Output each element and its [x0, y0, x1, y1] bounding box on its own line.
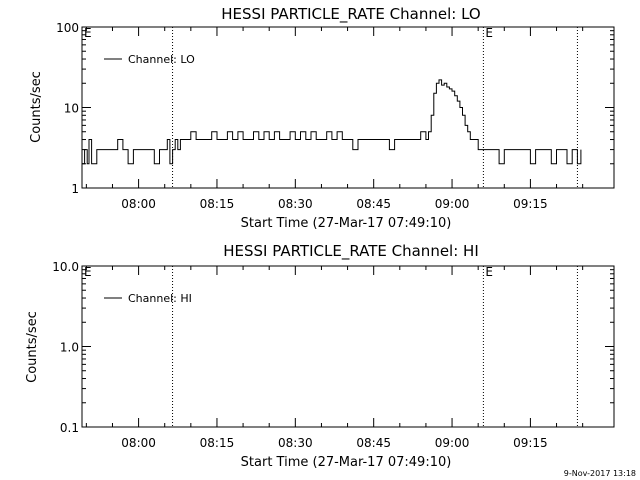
axis-marker-label: E [84, 26, 92, 40]
x-axis-label: Start Time (27-Mar-17 07:49:10) [241, 216, 452, 231]
x-tick-label: 09:15 [513, 436, 548, 450]
y-axis-label: Counts/sec [29, 71, 44, 143]
x-tick-label: 08:30 [278, 197, 313, 211]
y-tick-label: 1 [71, 182, 79, 196]
legend-label: Channel: LO [128, 53, 195, 66]
x-tick-label: 08:00 [121, 197, 156, 211]
x-axis-label: Start Time (27-Mar-17 07:49:10) [241, 455, 452, 470]
x-tick-label: 09:15 [513, 197, 548, 211]
x-tick-label: 08:15 [200, 197, 235, 211]
x-tick-label: 08:00 [121, 436, 156, 450]
y-tick-label: 10.0 [52, 260, 79, 274]
event-line-label: E [485, 265, 493, 279]
chart-title: HESSI PARTICLE_RATE Channel: LO [221, 5, 480, 24]
panel-lo: HESSI PARTICLE_RATE Channel: LO Start Ti… [29, 5, 615, 231]
y-axis-label: Counts/sec [25, 311, 40, 383]
timestamp: 9-Nov-2017 13:18 [564, 469, 636, 478]
x-tick-label: 09:00 [435, 197, 470, 211]
x-tick-label: 08:45 [356, 197, 391, 211]
series-line [82, 79, 582, 165]
y-tick-label: 100 [56, 21, 79, 35]
y-tick-label: 10 [64, 102, 79, 116]
x-tick-label: 09:00 [435, 436, 470, 450]
axis-marker-label: E [84, 265, 92, 279]
panel-hi: HESSI PARTICLE_RATE Channel: HI Start Ti… [25, 242, 615, 470]
event-line-label: E [485, 26, 493, 40]
x-tick-label: 08:45 [356, 436, 391, 450]
legend-label: Channel: HI [128, 292, 192, 305]
x-tick-label: 08:30 [278, 436, 313, 450]
chart-title: HESSI PARTICLE_RATE Channel: HI [223, 242, 479, 261]
y-tick-label: 0.1 [60, 421, 79, 435]
y-tick-label: 1.0 [60, 341, 79, 355]
x-tick-label: 08:15 [200, 436, 235, 450]
plot-frame [81, 265, 615, 428]
